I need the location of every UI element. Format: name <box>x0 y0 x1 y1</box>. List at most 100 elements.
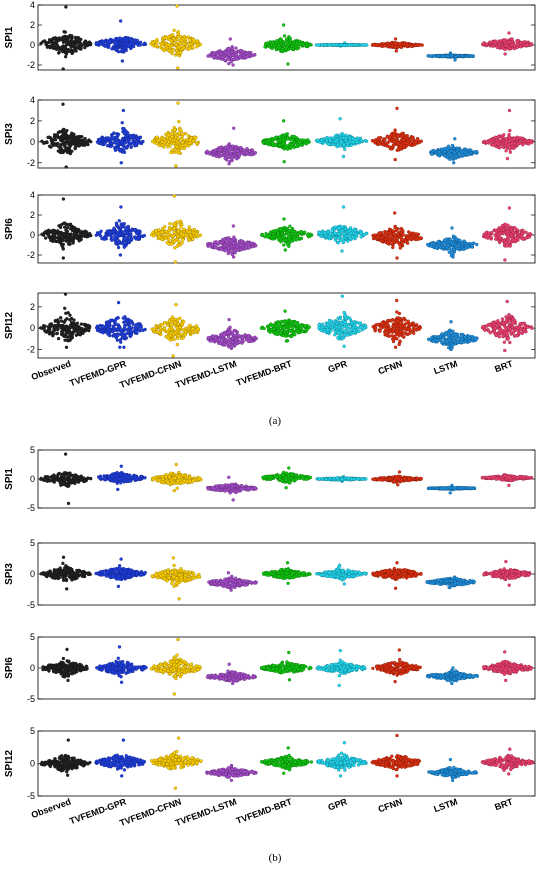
data-point <box>394 38 397 41</box>
data-point <box>64 143 67 146</box>
data-point <box>176 221 179 224</box>
data-point <box>173 240 176 243</box>
data-point <box>229 242 232 245</box>
data-point <box>64 55 67 58</box>
data-point <box>48 38 51 41</box>
y-axis-label: SPI12 <box>4 311 15 339</box>
data-point <box>416 138 419 141</box>
data-point <box>462 248 465 251</box>
data-point <box>271 47 274 50</box>
data-point <box>68 36 71 39</box>
data-point <box>69 151 72 154</box>
data-point <box>123 37 126 40</box>
data-point <box>230 51 233 54</box>
data-point <box>419 236 422 239</box>
data-point <box>68 335 71 338</box>
data-point <box>177 120 180 123</box>
data-point <box>291 229 294 232</box>
data-point <box>215 56 218 59</box>
data-point <box>218 148 221 151</box>
panel-a: -2024SPI1-2024SPI3-2024SPI6-202SPI12Obse… <box>4 0 535 427</box>
data-point <box>447 145 450 148</box>
data-point <box>451 144 454 147</box>
data-point <box>53 43 56 46</box>
data-point <box>322 142 325 145</box>
data-point <box>126 236 129 239</box>
data-point <box>431 152 434 155</box>
data-point <box>122 321 125 324</box>
data-point <box>509 244 512 247</box>
data-point <box>118 346 121 349</box>
data-point <box>232 145 235 148</box>
data-point <box>155 44 158 47</box>
data-point <box>180 147 183 150</box>
data-point <box>66 48 69 51</box>
data-point <box>399 247 402 250</box>
data-point <box>182 47 185 50</box>
data-point <box>99 234 102 237</box>
data-point <box>348 236 351 239</box>
data-point <box>75 233 78 236</box>
data-point <box>450 150 453 153</box>
data-point <box>509 151 512 154</box>
data-point <box>503 259 506 262</box>
data-point <box>140 326 143 329</box>
data-point <box>281 232 284 235</box>
data-point <box>75 39 78 42</box>
data-point <box>288 40 291 43</box>
data-point <box>450 249 453 252</box>
data-point <box>353 43 356 46</box>
data-point <box>118 147 121 150</box>
data-point <box>137 236 140 239</box>
data-point <box>180 226 183 229</box>
data-point <box>389 147 392 150</box>
data-point <box>505 241 508 244</box>
data-point <box>365 44 368 47</box>
data-point <box>218 152 221 155</box>
data-point <box>161 231 164 234</box>
data-point <box>45 331 48 334</box>
data-point <box>383 138 386 141</box>
data-point <box>372 234 375 237</box>
data-point <box>513 142 516 145</box>
data-point <box>449 158 452 161</box>
data-point <box>195 142 198 145</box>
data-point <box>58 236 61 239</box>
data-point <box>62 141 65 144</box>
data-point <box>239 146 242 149</box>
data-point <box>227 246 230 249</box>
data-point <box>442 246 445 249</box>
data-point <box>353 229 356 232</box>
data-point <box>52 46 55 49</box>
data-point <box>468 148 471 151</box>
data-point <box>57 337 60 340</box>
data-point <box>402 139 405 142</box>
data-point <box>142 329 145 332</box>
data-point <box>84 328 87 331</box>
data-point <box>213 53 216 56</box>
data-point <box>522 140 525 143</box>
data-point <box>497 135 500 138</box>
data-point <box>388 228 391 231</box>
data-point <box>178 152 181 155</box>
data-point <box>337 232 340 235</box>
data-point <box>130 238 133 241</box>
data-point <box>290 233 293 236</box>
data-point <box>83 323 86 326</box>
data-point <box>182 228 185 231</box>
data-point <box>45 43 48 46</box>
data-point <box>457 148 460 151</box>
data-point <box>72 327 75 330</box>
data-point <box>467 153 470 156</box>
data-point <box>328 237 331 240</box>
data-point <box>99 330 102 333</box>
data-point <box>177 235 180 238</box>
data-point <box>264 45 267 48</box>
data-point <box>67 328 70 331</box>
data-point <box>183 42 186 45</box>
data-point <box>112 230 115 233</box>
data-point <box>64 6 67 9</box>
y-tick-label: 4 <box>30 0 35 10</box>
data-point <box>214 149 217 152</box>
data-point <box>418 141 421 144</box>
